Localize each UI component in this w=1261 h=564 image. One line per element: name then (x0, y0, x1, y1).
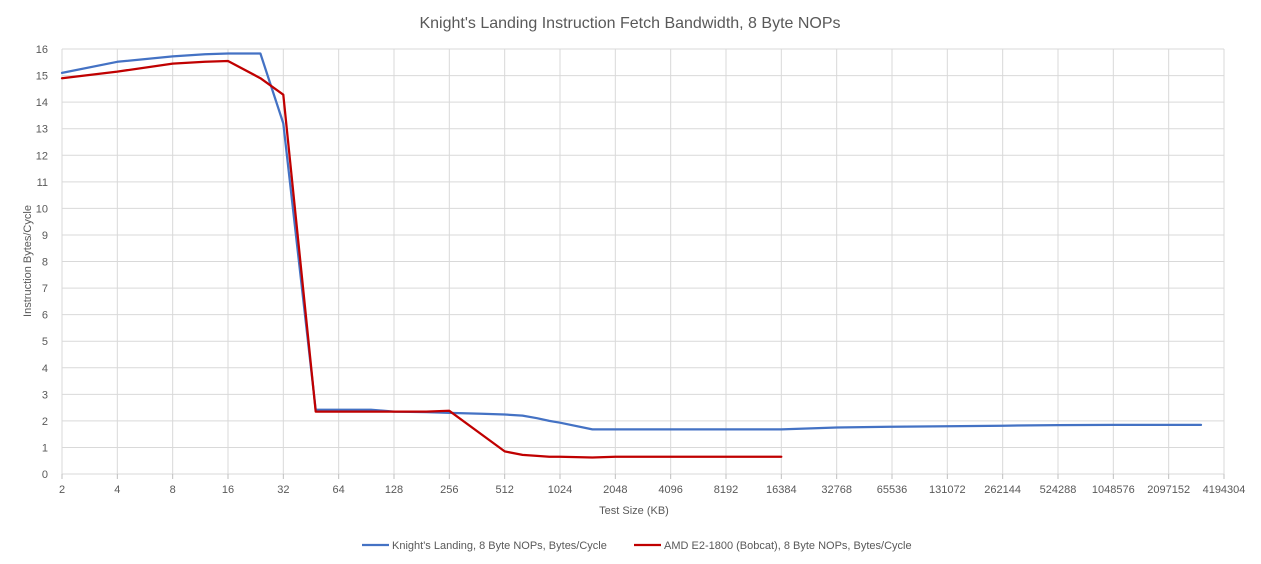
y-tick-label: 11 (37, 177, 48, 189)
y-tick-label: 0 (42, 469, 48, 481)
x-tick-label: 8192 (714, 484, 738, 496)
x-tick-label: 4 (114, 484, 120, 496)
x-tick-label: 4194304 (1203, 484, 1246, 496)
y-tick-label: 4 (42, 363, 48, 375)
x-tick-label: 128 (385, 484, 403, 496)
x-tick-label: 131072 (929, 484, 966, 496)
y-tick-label: 1 (42, 442, 48, 454)
y-tick-label: 8 (42, 257, 48, 269)
y-tick-label: 10 (36, 203, 48, 215)
legend-label-1: Knight's Landing, 8 Byte NOPs, Bytes/Cyc… (392, 540, 607, 552)
x-tick-label: 32 (277, 484, 289, 496)
x-tick-label: 2048 (603, 484, 627, 496)
y-tick-label: 2 (42, 416, 48, 428)
x-tick-label: 16 (222, 484, 234, 496)
legend-label-2: AMD E2-1800 (Bobcat), 8 Byte NOPs, Bytes… (664, 540, 912, 552)
y-tick-label: 5 (42, 336, 48, 348)
y-tick-label: 16 (36, 44, 48, 56)
x-tick-label: 2097152 (1147, 484, 1190, 496)
x-tick-label: 2 (59, 484, 65, 496)
x-tick-label: 64 (333, 484, 345, 496)
x-tick-label: 1048576 (1092, 484, 1135, 496)
x-tick-label: 262144 (984, 484, 1021, 496)
y-tick-label: 3 (42, 389, 48, 401)
y-tick-label: 15 (36, 71, 48, 83)
y-tick-label: 9 (42, 230, 48, 242)
y-axis-title: Instruction Bytes/Cycle (22, 205, 34, 317)
series-lines (60, 52, 1203, 459)
gridlines (61, 48, 1225, 479)
y-tick-label: 6 (42, 310, 48, 322)
y-tick-label: 13 (36, 124, 48, 136)
x-tick-label: 8 (170, 484, 176, 496)
x-tick-label: 16384 (766, 484, 797, 496)
x-tick-label: 1024 (548, 484, 572, 496)
legend: Knight's Landing, 8 Byte NOPs, Bytes/Cyc… (362, 540, 912, 552)
x-tick-label: 524288 (1040, 484, 1077, 496)
y-tick-label: 12 (36, 150, 48, 162)
x-tick-label: 256 (440, 484, 458, 496)
x-tick-label: 65536 (877, 484, 908, 496)
x-tick-label: 512 (495, 484, 513, 496)
chart-title: Knight's Landing Instruction Fetch Bandw… (419, 15, 840, 32)
x-axis-title: Test Size (KB) (599, 505, 669, 517)
series-line-2 (60, 59, 783, 459)
series-line-1 (60, 52, 1203, 431)
x-axis-ticks: 2 4 8 16 32 64 128 256 512 1024 2048 4096 8192 16384 3… (59, 484, 1245, 496)
x-tick-label: 32768 (821, 484, 852, 496)
y-tick-label: 7 (42, 283, 48, 295)
x-tick-label: 4096 (658, 484, 682, 496)
y-tick-label: 14 (36, 97, 48, 109)
